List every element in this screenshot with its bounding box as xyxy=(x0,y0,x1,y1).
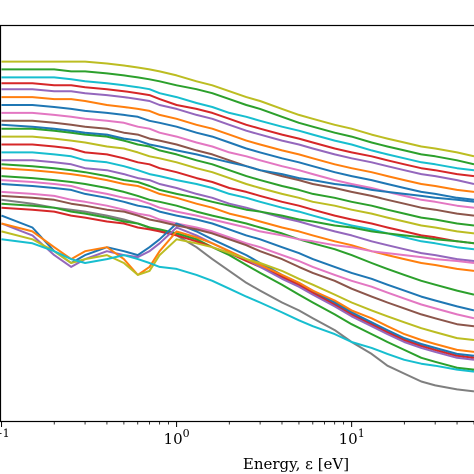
series-line-2 xyxy=(1,68,474,166)
series-line-14 xyxy=(1,159,474,262)
series-line-4 xyxy=(1,82,474,178)
x-tick-label-2: 100 xyxy=(164,427,190,448)
series-line-6 xyxy=(1,96,474,193)
x-axis-title: Energy, ε [eV] xyxy=(243,455,349,473)
series-layer xyxy=(1,60,474,393)
series-line-20 xyxy=(1,202,474,371)
series-line-1 xyxy=(1,60,474,158)
series-line-15 xyxy=(1,167,474,272)
series-line-27 xyxy=(1,194,474,328)
series-line-5 xyxy=(1,88,474,185)
series-line-29 xyxy=(1,163,474,245)
series-line-25 xyxy=(1,230,474,341)
series-line-9 xyxy=(1,119,474,217)
series-line-18 xyxy=(1,190,474,320)
plot-frame xyxy=(0,24,474,423)
series-line-30 xyxy=(1,123,474,203)
series-line-16 xyxy=(1,175,474,296)
series-line-11 xyxy=(1,135,474,235)
series-line-19 xyxy=(1,198,474,393)
series-line-7 xyxy=(1,104,474,201)
series-line-26 xyxy=(1,238,474,373)
series-line-28 xyxy=(1,179,474,264)
x-tick-label-3: 101 xyxy=(339,427,365,448)
series-line-3 xyxy=(1,76,474,172)
series-line-12 xyxy=(1,143,474,245)
x-axis-ticks: −1 100 101 xyxy=(0,421,474,448)
series-line-17 xyxy=(1,183,474,312)
series-line-22 xyxy=(1,214,474,357)
series-line-10 xyxy=(1,127,474,227)
x-tick-label-1: −1 xyxy=(0,427,10,440)
